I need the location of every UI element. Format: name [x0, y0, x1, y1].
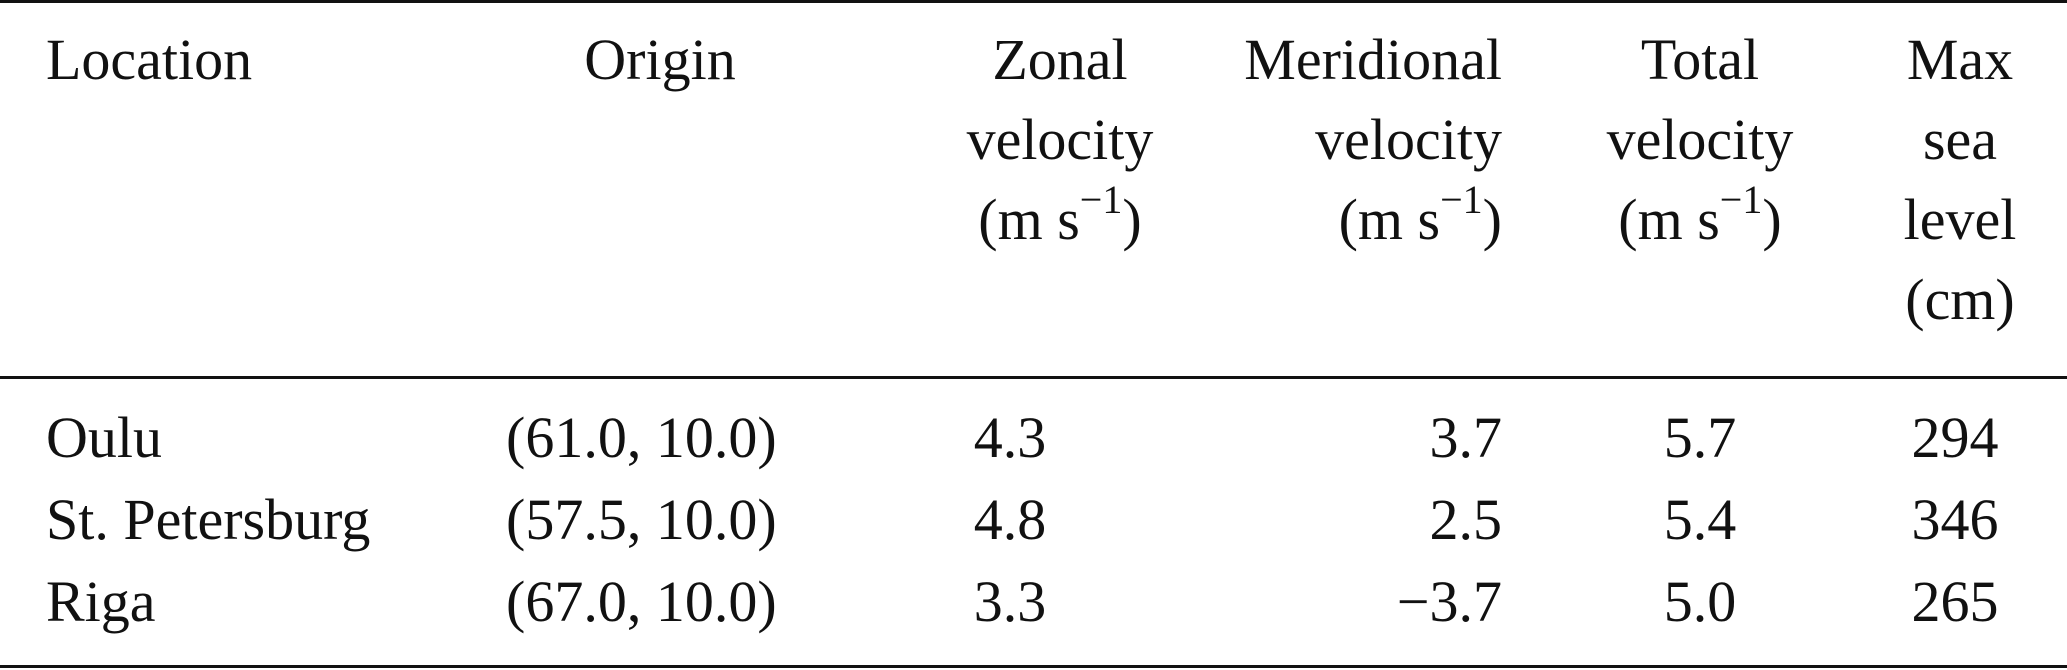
cell-sea-level: 265: [1911, 569, 1999, 634]
header-total-velocity: Total velocity (m s−1): [1606, 27, 1794, 252]
cell-zonal: 4.8: [973, 487, 1047, 552]
table-row: Riga (67.0, 10.0) 3.3 −3.7 5.0 265: [0, 562, 2067, 644]
bottom-rule: [0, 665, 2067, 668]
top-rule: [0, 0, 2067, 3]
cell-sea-level: 294: [1911, 405, 1999, 470]
cell-origin: (61.0, 10.0): [506, 405, 777, 470]
cell-origin: (67.0, 10.0): [506, 569, 777, 634]
header-rule: [0, 376, 2067, 379]
cell-total: 5.4: [1663, 487, 1737, 552]
cell-zonal: 4.3: [973, 405, 1047, 470]
cell-meridional: −3.7: [1396, 569, 1502, 634]
cell-location: St. Petersburg: [46, 487, 371, 552]
header-max-sea-level: Max sea level (cm): [1903, 27, 2017, 332]
cell-total: 5.7: [1663, 405, 1737, 470]
cell-origin: (57.5, 10.0): [506, 487, 777, 552]
cell-location: Riga: [46, 569, 156, 634]
cell-meridional: 3.7: [1429, 405, 1503, 470]
cell-total: 5.0: [1663, 569, 1737, 634]
header-zonal-velocity: Zonal velocity (m s−1): [966, 27, 1154, 252]
table-row: Oulu (61.0, 10.0) 4.3 3.7 5.7 294: [0, 398, 2067, 480]
header-origin: Origin: [584, 27, 736, 92]
header-meridional-velocity: Meridional velocity (m s−1): [1244, 27, 1502, 252]
header-location: Location: [46, 27, 253, 92]
cell-zonal: 3.3: [973, 569, 1047, 634]
cell-location: Oulu: [46, 405, 162, 470]
cell-meridional: 2.5: [1429, 487, 1503, 552]
cell-sea-level: 346: [1911, 487, 1999, 552]
table-row: St. Petersburg (57.5, 10.0) 4.8 2.5 5.4 …: [0, 480, 2067, 562]
